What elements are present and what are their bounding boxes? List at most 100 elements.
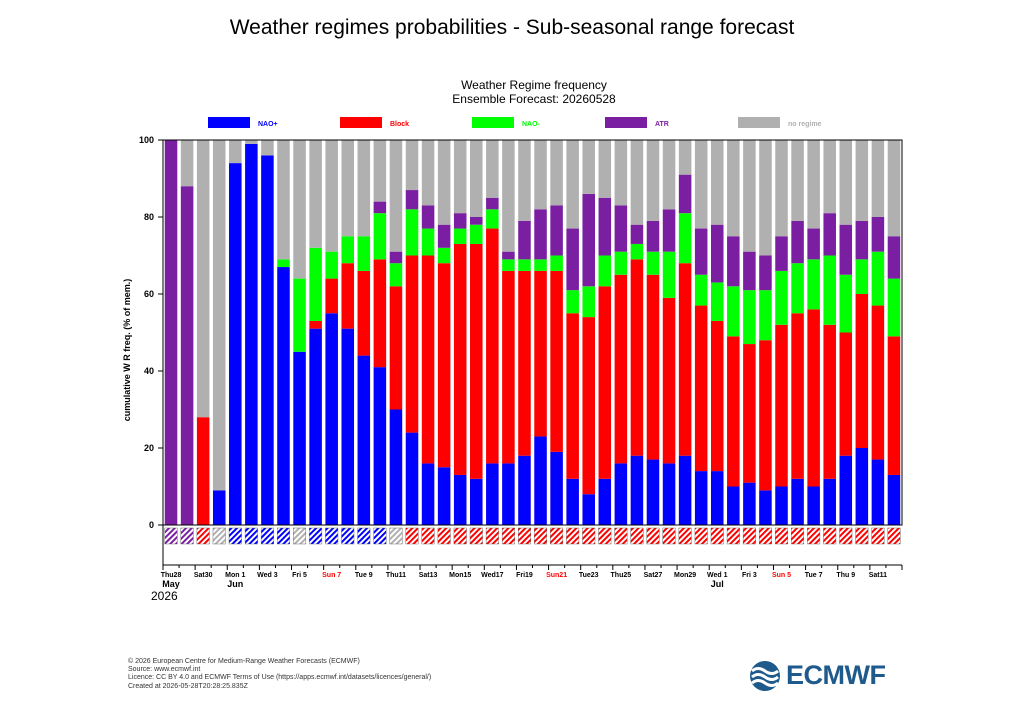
- y-tick-label-60: 60: [144, 289, 154, 299]
- bar-nao--day-43: [855, 259, 869, 294]
- bar-nao--day-15: [405, 432, 419, 525]
- bar-no-regime-day-30: [646, 140, 660, 221]
- bar-no-regime-day-21: [502, 140, 515, 252]
- bar-atr-day-23: [534, 209, 547, 260]
- legend-label-nao-: NAO+: [258, 121, 278, 128]
- bar-nao--day-7: [277, 267, 290, 525]
- bar-nao--day-9: [309, 247, 322, 321]
- bar-no-regime-day-5: [245, 140, 258, 144]
- plot-frame: [162, 139, 903, 526]
- bar-block-day-10: [325, 278, 338, 314]
- bar-block-day-41: [823, 324, 836, 479]
- x-tick-label-day-38: Sun 5: [772, 572, 791, 579]
- bar-atr-day-42: [839, 224, 853, 275]
- bar-nao--day-27: [598, 255, 612, 287]
- y-tick-label-100: 100: [139, 135, 154, 145]
- dominant-regime-cell-day-14: [389, 527, 403, 545]
- bar-block-day-45: [887, 336, 901, 475]
- x-tick-label-day-30: Sat27: [644, 572, 663, 579]
- bar-no-regime-day-2: [196, 140, 210, 418]
- bar-nao--day-10: [325, 251, 338, 279]
- bar-nao--day-12: [357, 236, 371, 271]
- bar-no-regime-day-19: [470, 140, 483, 217]
- dominant-regime-cell-day-44: [871, 527, 885, 545]
- x-tick-label-day-26: Tue23: [579, 572, 599, 579]
- chart-title: Weather Regime frequency: [461, 78, 607, 92]
- bar-nao--day-18: [453, 228, 467, 244]
- bar-nao--day-44: [871, 251, 885, 306]
- bar-no-regime-day-17: [437, 140, 451, 225]
- legend-swatch-nao-: [208, 117, 250, 128]
- bar-nao--day-45: [887, 278, 901, 337]
- footer-line-licence: Licence: CC BY 4.0 and ECMWF Terms of Us…: [128, 674, 432, 682]
- bar-block-day-12: [357, 270, 371, 356]
- chart-bars: [164, 140, 901, 525]
- bar-nao--day-14: [389, 263, 403, 287]
- dominant-regime-cell-day-5: [244, 527, 258, 545]
- bar-block-day-43: [855, 294, 869, 448]
- bar-block-day-32: [678, 263, 692, 456]
- bar-nao--day-39: [791, 478, 804, 525]
- dominant-regime-cell-day-24: [550, 527, 564, 545]
- bar-no-regime-day-4: [229, 140, 242, 164]
- bar-block-day-42: [839, 332, 853, 456]
- bar-atr-day-16: [421, 205, 435, 229]
- dominant-regime-cell-day-25: [566, 527, 580, 545]
- bar-no-regime-day-33: [694, 140, 708, 229]
- dominant-regime-cell-day-37: [758, 527, 772, 545]
- bar-no-regime-day-42: [839, 140, 853, 225]
- bar-nao--day-18: [453, 474, 467, 525]
- bar-block-day-33: [694, 305, 708, 472]
- legend-swatch-nao-: [472, 117, 514, 128]
- bar-block-day-37: [759, 340, 772, 491]
- footer-line-source: Source: www.ecmwf.int: [128, 666, 201, 674]
- dominant-regime-cell-day-32: [678, 527, 692, 545]
- bar-no-regime-day-38: [775, 140, 788, 237]
- bar-nao--day-16: [421, 463, 435, 525]
- bar-atr-day-38: [775, 236, 788, 271]
- bar-atr-day-1: [180, 186, 194, 525]
- dominant-regime-cell-day-30: [646, 527, 660, 545]
- bar-nao--day-45: [887, 474, 901, 525]
- dominant-regime-cell-day-33: [694, 527, 708, 545]
- bar-block-day-40: [807, 309, 820, 487]
- bar-no-regime-day-41: [823, 140, 836, 214]
- bar-atr-day-19: [470, 217, 483, 225]
- bar-nao--day-31: [662, 251, 676, 298]
- bar-nao--day-36: [743, 482, 756, 525]
- bar-no-regime-day-23: [534, 140, 547, 210]
- x-tick-label-day-40: Tue 7: [805, 572, 823, 579]
- x-tick-label-day-42: Thu 9: [836, 572, 855, 579]
- copyright-footer: © 2026 European Centre for Medium-Range …: [128, 658, 431, 691]
- bar-atr-day-41: [823, 213, 836, 256]
- bar-nao--day-27: [598, 478, 612, 525]
- bar-block-day-17: [437, 263, 451, 468]
- bar-nao--day-28: [614, 463, 628, 525]
- bar-atr-day-14: [389, 251, 403, 264]
- bar-block-day-21: [502, 270, 515, 464]
- bar-nao--day-8: [293, 351, 306, 525]
- bar-nao--day-40: [807, 259, 820, 310]
- footer-line-copyright: © 2026 European Centre for Medium-Range …: [128, 658, 360, 665]
- bar-nao--day-10: [325, 313, 338, 525]
- bar-nao--day-42: [839, 274, 853, 333]
- dominant-regime-cell-day-45: [887, 527, 901, 545]
- bar-no-regime-day-24: [550, 140, 563, 206]
- bar-block-day-19: [470, 243, 483, 479]
- dominant-regime-cell-day-18: [453, 527, 467, 545]
- bar-block-day-22: [518, 270, 531, 456]
- bar-no-regime-day-15: [405, 140, 419, 191]
- bar-nao--day-23: [534, 436, 547, 525]
- dominant-regime-cell-day-6: [260, 527, 274, 545]
- bar-atr-day-32: [678, 174, 692, 214]
- x-tick-label-day-44: Sat11: [869, 572, 887, 579]
- bar-atr-day-45: [887, 236, 901, 279]
- dominant-regime-cell-day-29: [630, 527, 644, 545]
- dominant-regime-cell-day-3: [212, 527, 226, 545]
- bar-block-day-30: [646, 274, 660, 460]
- bar-atr-day-22: [518, 220, 531, 260]
- dominant-regime-cell-day-26: [582, 527, 596, 545]
- bar-nao--day-32: [678, 455, 692, 525]
- x-tick-label-day-36: Fri 3: [742, 572, 757, 579]
- bar-nao--day-20: [486, 463, 499, 525]
